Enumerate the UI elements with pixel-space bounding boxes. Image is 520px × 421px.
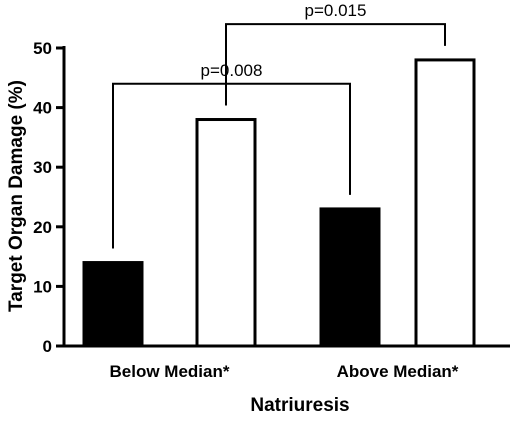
x-category-labels: Below Median* Above Median* — [110, 362, 459, 381]
y-tick-label: 40 — [33, 99, 52, 118]
y-axis-title: Target Organ Damage (%) — [6, 80, 27, 312]
x-axis-title: Natriuresis — [250, 395, 349, 416]
significance-bracket — [225, 23, 446, 106]
x-category-label: Above Median* — [337, 362, 459, 381]
bar — [82, 261, 144, 348]
x-category-label: Below Median* — [110, 362, 230, 381]
y-tick-label: 30 — [33, 158, 52, 177]
p-value-label: p=0.015 — [305, 1, 367, 20]
bar — [319, 207, 381, 348]
significance-bracket — [112, 82, 351, 249]
bar — [195, 118, 257, 348]
y-tick-label: 20 — [33, 218, 52, 237]
bars — [82, 58, 476, 348]
significance-brackets: p=0.015 p=0.008 — [112, 1, 446, 249]
y-tick-label: 50 — [33, 39, 52, 58]
y-tick-label: 10 — [33, 277, 52, 296]
y-tick-label: 0 — [43, 337, 52, 356]
p-value-label: p=0.008 — [201, 61, 263, 80]
bar — [414, 58, 476, 348]
y-tick-labels: 0 10 20 30 40 50 — [33, 39, 52, 356]
